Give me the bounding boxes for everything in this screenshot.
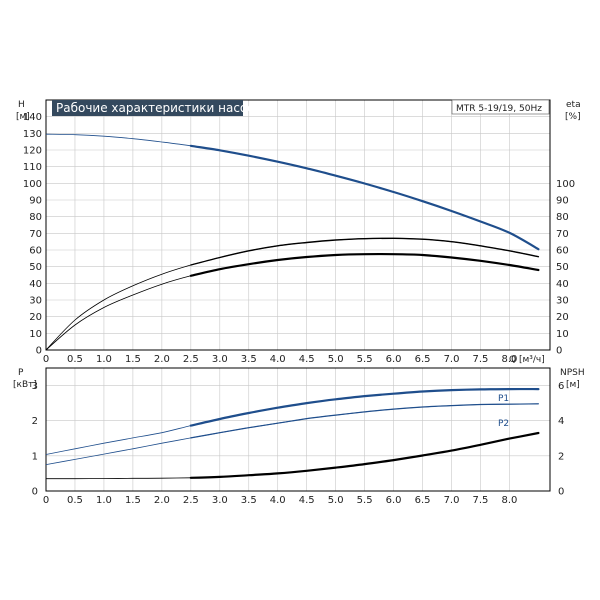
bottom-right-axis-unit: [м] (566, 380, 580, 390)
bottom-right-axis-label: NPSH (560, 368, 585, 378)
top-right-axis-label: eta (566, 100, 581, 110)
x-tick-label: 5.0 (328, 495, 344, 506)
top-right-tick-label: 80 (556, 212, 569, 223)
top-y-tick-label: 120 (23, 146, 42, 157)
top-y-tick-label: 140 (23, 112, 42, 123)
bottom-right-tick-label: 4 (558, 416, 564, 427)
x-tick-label: 1.5 (125, 495, 141, 506)
head-curve-line-working-range (189, 144, 540, 251)
top-y-tick-label: 130 (23, 129, 42, 140)
top-y-axis-label: H (18, 100, 25, 110)
x-tick-label: 7.0 (444, 495, 460, 506)
top-right-tick-label: 90 (556, 196, 569, 207)
x-tick-label: 3.0 (212, 354, 228, 365)
p2-curve-line-working-range (190, 403, 539, 439)
x-tick-label: 3.0 (212, 495, 228, 506)
top-y-tick-label: 110 (23, 162, 42, 173)
top-right-tick-label: 40 (556, 279, 569, 290)
top-y-tick-label: 90 (29, 196, 42, 207)
x-tick-label: 1.0 (96, 354, 112, 365)
bottom-y-tick-label: 1 (32, 451, 38, 462)
efficiency-curve-2-line-working-range (189, 252, 540, 277)
x-tick-label: 0 (43, 354, 49, 365)
top-curves (45, 133, 540, 351)
bottom-right-tick-label: 2 (558, 451, 564, 462)
x-tick-label: 6.0 (386, 495, 402, 506)
x-tick-label: 6.5 (415, 495, 431, 506)
x-tick-label: 7.5 (473, 354, 489, 365)
top-plot-frame (45, 99, 551, 351)
top-right-tick-label: 20 (556, 312, 569, 323)
top-right-tick-label: 30 (556, 296, 569, 307)
model-label: MTR 5-19/19, 50Hz (456, 104, 542, 114)
top-y-tick-label: 50 (29, 262, 42, 273)
bottom-curves (45, 387, 540, 480)
x-tick-label: 6.0 (386, 354, 402, 365)
top-right-tick-label: 100 (556, 179, 575, 190)
x-tick-label: 8.0 (501, 354, 517, 365)
x-tick-label: 5.0 (328, 354, 344, 365)
bottom-y-axis-label: P (18, 368, 24, 378)
bottom-plot-frame (45, 367, 551, 492)
x-tick-label: 1.0 (96, 495, 112, 506)
x-tick-label: 2.0 (154, 495, 170, 506)
x-tick-label: 2.5 (183, 354, 199, 365)
bottom-right-tick-label: 0 (558, 487, 564, 498)
chart-title: Рабочие характеристики насоса (56, 101, 261, 115)
bottom-y-axis-unit: [кВт] (13, 380, 37, 390)
x-tick-label: 4.0 (270, 495, 286, 506)
x-tick-label: 0.5 (67, 495, 83, 506)
top-y-tick-label: 40 (29, 279, 42, 290)
title-box (52, 100, 243, 116)
bottom-right-tick-label: 6 (558, 381, 564, 392)
top-right-tick-label: 0 (556, 346, 562, 357)
x-tick-label: 0.5 (67, 354, 83, 365)
bottom-y-tick-label: 0 (32, 487, 38, 498)
x-tick-label: 2.0 (154, 354, 170, 365)
x-tick-label: 7.0 (444, 354, 460, 365)
npsh-curve-line-working-range (189, 431, 540, 479)
top-y-axis-unit: [м] (16, 112, 30, 122)
top-tick-labels: 0 0.5 1.0 1.5 2.0 2.5 3.0 3.5 4.0 4.5 5.0 5.5 6.0 6.5… (23, 112, 575, 365)
top-y-tick-label: 70 (29, 229, 42, 240)
top-y-tick-label: 60 (29, 246, 42, 257)
top-y-tick-label: 30 (29, 296, 42, 307)
x-tick-label: 3.5 (241, 495, 257, 506)
x-tick-label: 3.5 (241, 354, 257, 365)
x-tick-label: 0 (43, 495, 49, 506)
p1-curve-line-working-range (189, 387, 540, 427)
x-tick-label: 8.0 (501, 495, 517, 506)
bottom-tick-labels: 0 0.5 1.0 1.5 2.0 2.5 3.0 3.5 4.0 4.5 5.0 5.5 6.0 6.5… (32, 381, 565, 506)
x-tick-label: 4.5 (299, 354, 315, 365)
top-right-tick-label: 50 (556, 262, 569, 273)
top-right-axis-unit: [%] (565, 112, 581, 122)
x-tick-label: 6.5 (415, 354, 431, 365)
top-right-tick-label: 60 (556, 246, 569, 257)
model-box (451, 99, 550, 115)
x-tick-label: 5.5 (357, 495, 373, 506)
top-y-tick-label: 0 (36, 346, 42, 357)
x-axis-label: Q [м³/ч] (509, 355, 545, 365)
efficiency-curve-line-working-range (190, 237, 540, 266)
top-y-tick-label: 80 (29, 212, 42, 223)
x-tick-label: 2.5 (183, 495, 199, 506)
x-tick-label: 7.5 (473, 495, 489, 506)
top-y-tick-label: 10 (29, 329, 42, 340)
top-right-tick-label: 70 (556, 229, 569, 240)
top-right-tick-label: 10 (556, 329, 569, 340)
x-tick-label: 5.5 (357, 354, 373, 365)
bottom-y-tick-label: 2 (32, 416, 38, 427)
top-y-tick-label: 20 (29, 312, 42, 323)
top-y-tick-label: 100 (23, 179, 42, 190)
x-tick-label: 1.5 (125, 354, 141, 365)
bottom-y-tick-label: 3 (32, 381, 38, 392)
series-label-p2: P2 (498, 419, 509, 429)
x-tick-label: 4.0 (270, 354, 286, 365)
series-label-p1: P1 (498, 394, 509, 404)
x-tick-label: 4.5 (299, 495, 315, 506)
